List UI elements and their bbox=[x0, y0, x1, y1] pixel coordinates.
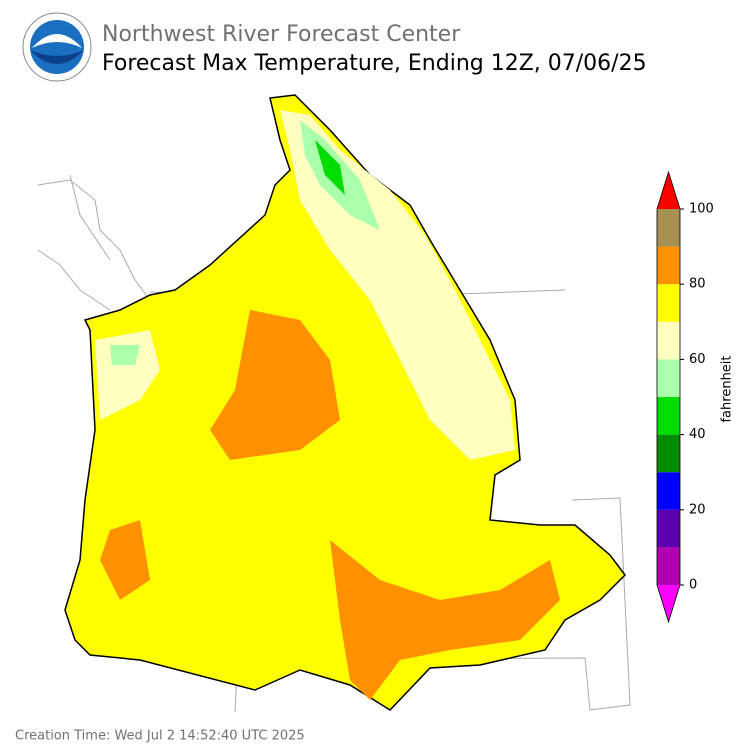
title: Northwest River Forecast Center bbox=[102, 22, 461, 47]
colorbar-tick-label: 20 bbox=[689, 502, 706, 517]
creation-time: Creation Time: Wed Jul 2 14:52:40 UTC 20… bbox=[15, 729, 305, 744]
colorbar-bin bbox=[657, 434, 680, 473]
colorbar-bin bbox=[657, 321, 680, 360]
subtitle: Forecast Max Temperature, Ending 12Z, 07… bbox=[102, 51, 647, 76]
colorbar-bin bbox=[657, 359, 680, 397]
noaa-logo bbox=[22, 12, 92, 82]
colorbar-bin bbox=[657, 209, 680, 247]
colorbar-tick-label: 40 bbox=[689, 427, 706, 442]
colorbar-tick-label: 60 bbox=[689, 352, 706, 367]
colorbar-tick-label: 0 bbox=[689, 578, 697, 593]
colorbar-over bbox=[657, 172, 680, 209]
colorbar-bin bbox=[657, 284, 680, 322]
colorbar-bin bbox=[657, 509, 680, 548]
colorbar-tick-label: 80 bbox=[689, 277, 706, 292]
colorbar-bin bbox=[657, 246, 680, 285]
colorbar: 0 20 40 60 80 100 bbox=[656, 170, 714, 624]
colorbar-tick-label: 100 bbox=[689, 202, 714, 217]
forecast-region bbox=[64, 94, 626, 711]
colorbar-bin bbox=[657, 397, 680, 435]
colorbar-label: fahrenheit bbox=[720, 355, 735, 422]
colorbar-bin bbox=[657, 472, 680, 510]
colorbar-under bbox=[657, 585, 680, 622]
colorbar-bin bbox=[657, 547, 680, 585]
